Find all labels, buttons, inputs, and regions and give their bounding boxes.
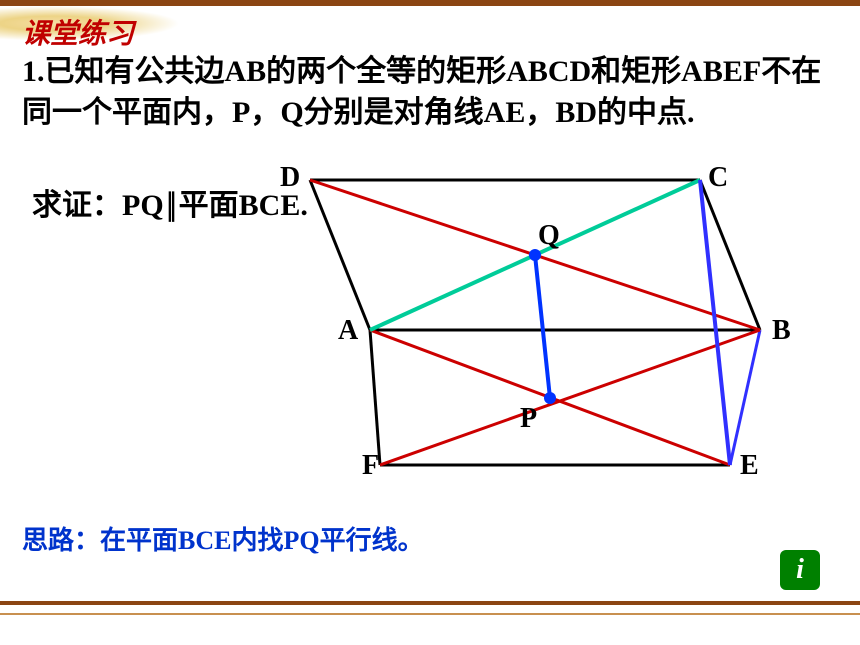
edge-PQ [535,255,550,398]
edge-CE [700,180,730,465]
parallel-symbol: ∥ [166,188,177,223]
edge-BF [380,330,760,465]
hint-text: 思路：在平面BCE内找PQ平行线。 [22,520,424,557]
edge-EB [730,330,760,465]
label-P: P [520,403,537,435]
label-F: F [362,450,379,482]
label-C: C [708,162,728,194]
label-D: D [280,162,300,194]
section-title: 课堂练习 [22,12,134,52]
label-E: E [740,450,759,482]
edge-DA [310,180,370,330]
bottom-border-2 [0,613,860,615]
point-P [544,392,556,404]
bottom-border-1 [0,601,860,605]
label-B: B [772,315,791,347]
info-icon[interactable]: i [780,550,820,590]
problem-statement: 1.已知有公共边AB的两个全等的矩形ABCD和矩形ABEF不在同一个平面内，P，… [22,52,838,133]
info-icon-label: i [796,554,804,586]
label-A: A [338,315,358,347]
label-Q: Q [538,220,560,252]
geometry-diagram: A B C D E F P Q [280,150,840,510]
prove-statement: 求证：PQ∥平面BCE. [32,180,308,224]
edge-AF [370,330,380,465]
prove-prefix: 求证：PQ [32,189,164,222]
